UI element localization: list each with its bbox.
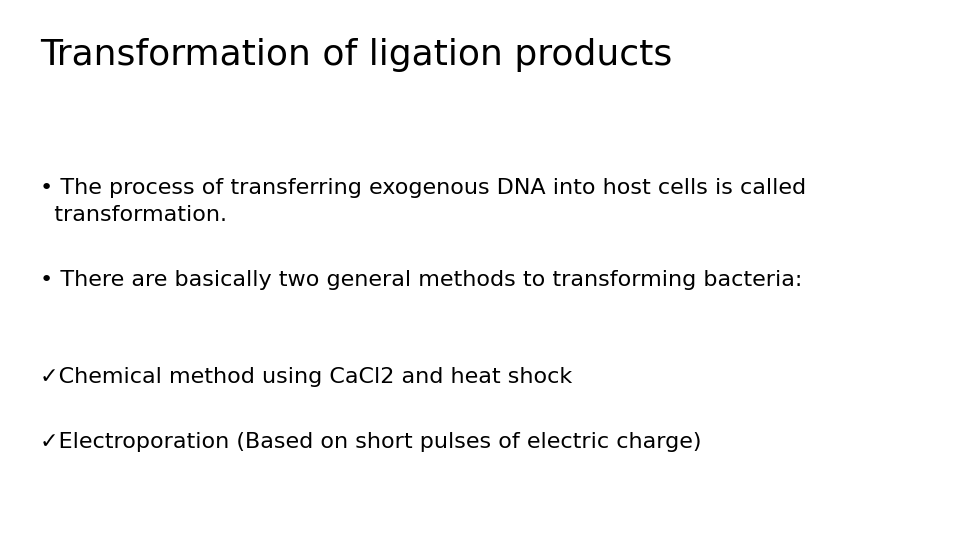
Text: ✓Electroporation (Based on short pulses of electric charge): ✓Electroporation (Based on short pulses … (40, 432, 702, 452)
Text: • There are basically two general methods to transforming bacteria:: • There are basically two general method… (40, 270, 803, 290)
Text: ✓Chemical method using CaCl2 and heat shock: ✓Chemical method using CaCl2 and heat sh… (40, 367, 572, 387)
Text: Transformation of ligation products: Transformation of ligation products (40, 38, 673, 72)
Text: • The process of transferring exogenous DNA into host cells is called
  transfor: • The process of transferring exogenous … (40, 178, 806, 225)
